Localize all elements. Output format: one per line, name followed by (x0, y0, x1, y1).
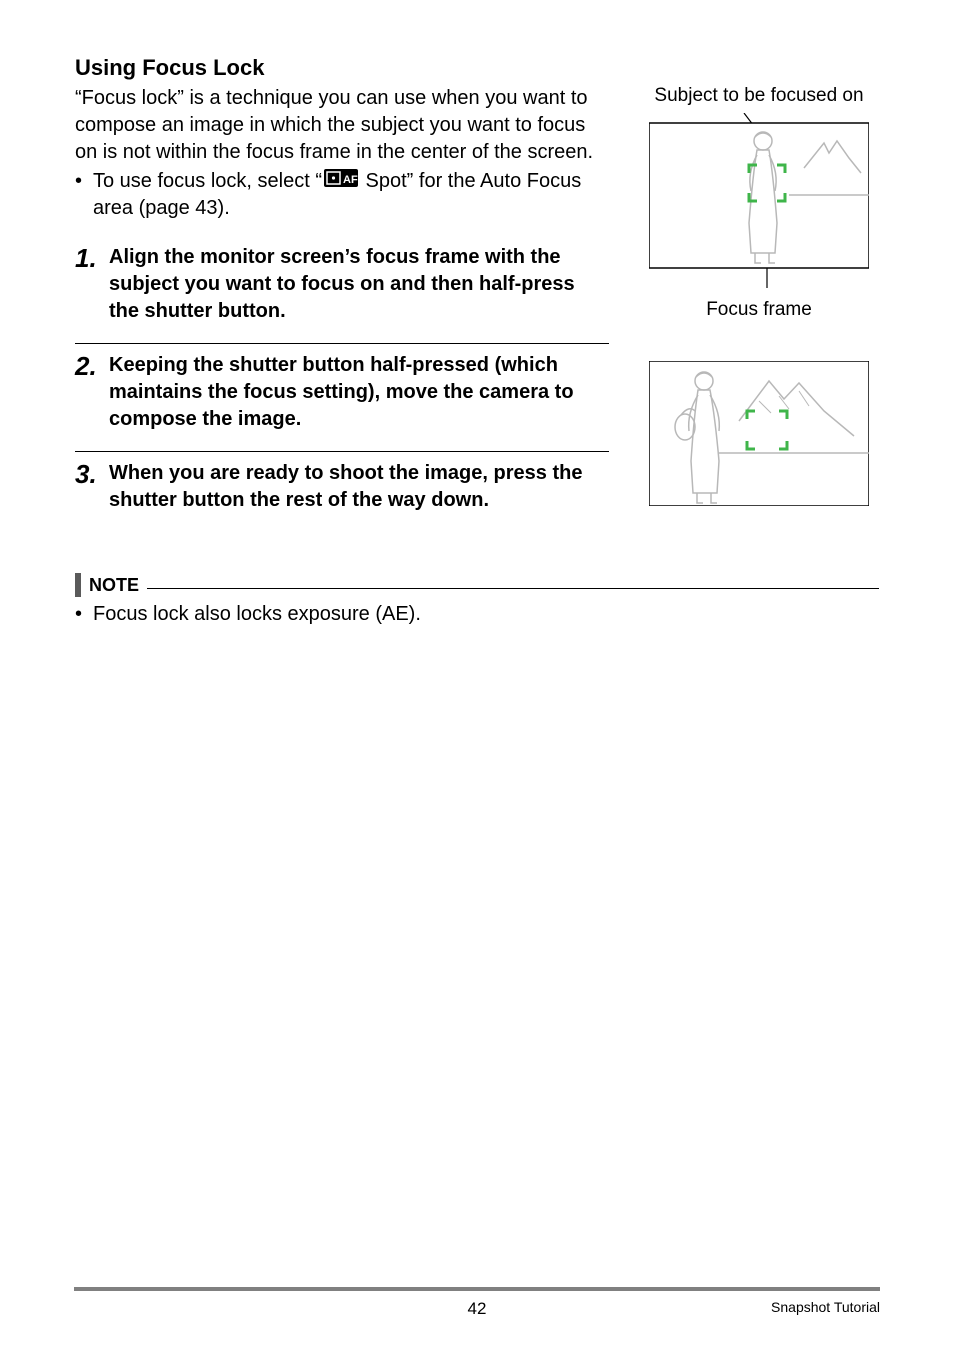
page-number: 42 (468, 1299, 487, 1319)
step-number: 1. (75, 244, 109, 325)
right-column: Subject to be focused on (639, 85, 879, 551)
note-bar-icon (75, 573, 81, 597)
step-text: Keeping the shutter button half-pressed … (109, 352, 609, 433)
bullet-item: • To use focus lock, select “ AF Spot” f… (75, 168, 609, 222)
section-heading: Using Focus Lock (75, 55, 879, 81)
note-label: NOTE (89, 575, 139, 596)
figure-1 (649, 113, 869, 288)
bullet-prefix: To use focus lock, select “ (93, 170, 322, 192)
note-block: NOTE • Focus lock also locks exposure (A… (75, 573, 879, 628)
intro-paragraph: “Focus lock” is a technique you can use … (75, 85, 609, 166)
footer-section-title: Snapshot Tutorial (771, 1299, 880, 1315)
step-number: 2. (75, 352, 109, 433)
figure-2 (649, 361, 869, 506)
step-number: 3. (75, 460, 109, 514)
page-footer: 42 Snapshot Tutorial (0, 1287, 954, 1319)
step-text: When you are ready to shoot the image, p… (109, 460, 609, 514)
note-text: Focus lock also locks exposure (AE). (93, 601, 421, 628)
figure-1-caption-top: Subject to be focused on (639, 85, 879, 107)
step-2: 2. Keeping the shutter button half-press… (75, 343, 609, 433)
note-rule (147, 588, 879, 589)
af-spot-icon: AF (324, 168, 358, 195)
footer-rule (74, 1287, 880, 1291)
left-column: “Focus lock” is a technique you can use … (75, 85, 609, 551)
svg-text:AF: AF (343, 174, 358, 186)
step-1: 1. Align the monitor screen’s focus fram… (75, 244, 609, 325)
figure-2-block (639, 361, 879, 511)
bullet-marker: • (75, 168, 93, 222)
figure-1-caption-bottom: Focus frame (639, 299, 879, 321)
bullet-marker: • (75, 601, 93, 628)
step-text: Align the monitor screen’s focus frame w… (109, 244, 609, 325)
note-bullet: • Focus lock also locks exposure (AE). (75, 601, 879, 628)
figure-1-block: Subject to be focused on (639, 85, 879, 321)
step-3: 3. When you are ready to shoot the image… (75, 451, 609, 514)
